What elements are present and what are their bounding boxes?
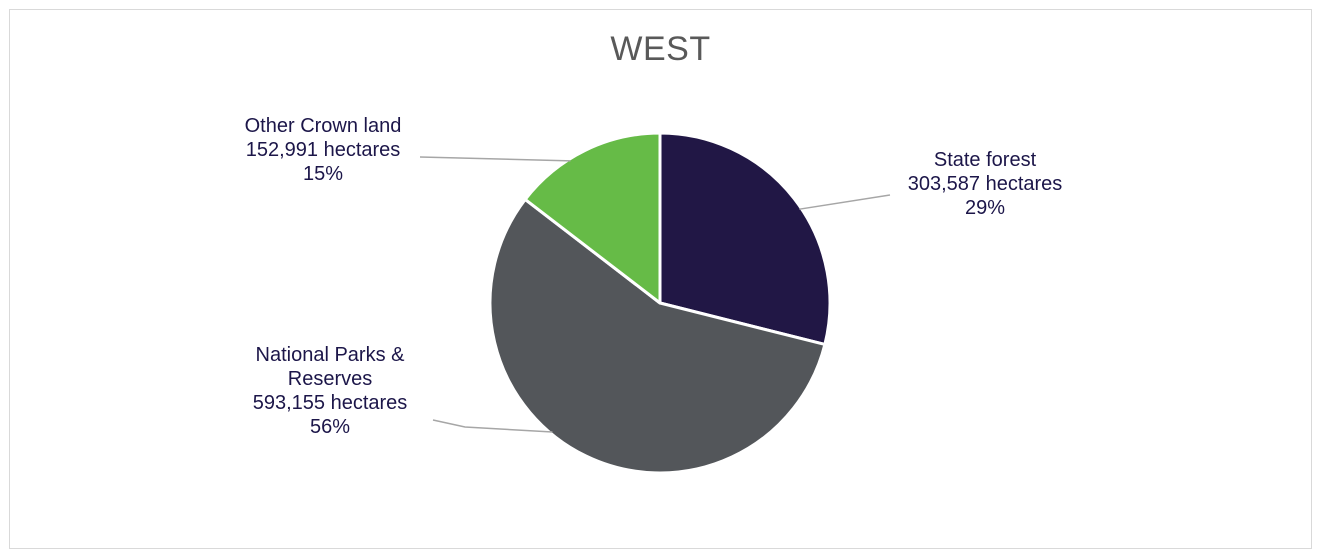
slice-label-other-crown-land: Other Crown land 152,991 hectares 15% — [218, 114, 428, 186]
slice-label-state-forest: State forest 303,587 hectares 29% — [880, 148, 1090, 220]
pie-slice-other-crown-land — [523, 131, 662, 305]
slice-label-national-parks: National Parks & Reserves 593,155 hectar… — [225, 343, 435, 439]
slice-name-line-1: National Parks & — [255, 344, 405, 366]
slice-value: 152,991 hectares — [245, 139, 401, 161]
slice-name: Other Crown land — [244, 115, 402, 137]
pie-slice-national-parks-reserves — [488, 197, 827, 475]
slice-name-line-2: Reserves — [287, 368, 373, 390]
pie-slice-state-forest — [658, 131, 832, 346]
leader-line — [432, 419, 553, 433]
chart-title: WEST — [610, 30, 711, 68]
slice-percent: 56% — [309, 416, 351, 438]
leader-line — [419, 156, 571, 162]
pie-chart — [419, 131, 891, 475]
slice-name: State forest — [933, 149, 1037, 171]
slice-percent: 15% — [302, 163, 344, 185]
slice-percent: 29% — [964, 197, 1006, 219]
slice-value: 593,155 hectares — [252, 392, 408, 414]
leader-line — [799, 194, 891, 210]
slice-value: 303,587 hectares — [907, 173, 1063, 195]
